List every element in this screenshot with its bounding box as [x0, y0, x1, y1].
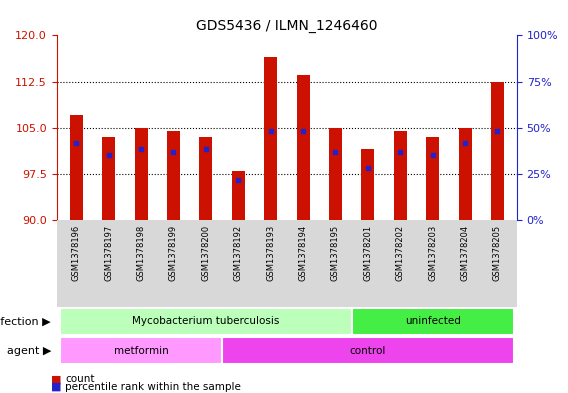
Text: Mycobacterium tuberculosis: Mycobacterium tuberculosis — [132, 316, 279, 326]
Bar — [491, 82, 504, 220]
Text: agent ▶: agent ▶ — [7, 346, 51, 356]
Text: ■: ■ — [51, 382, 61, 392]
Text: GSM1378203: GSM1378203 — [428, 224, 437, 281]
Text: GSM1378200: GSM1378200 — [201, 224, 210, 281]
Text: count: count — [65, 374, 95, 384]
Text: GSM1378194: GSM1378194 — [299, 224, 307, 281]
Text: GSM1378198: GSM1378198 — [136, 224, 145, 281]
Text: uninfected: uninfected — [405, 316, 461, 326]
Title: GDS5436 / ILMN_1246460: GDS5436 / ILMN_1246460 — [196, 19, 378, 33]
Bar — [167, 131, 180, 220]
Text: GSM1378202: GSM1378202 — [396, 224, 405, 281]
Text: GSM1378197: GSM1378197 — [104, 224, 113, 281]
Text: GSM1378204: GSM1378204 — [461, 224, 470, 281]
Text: GSM1378193: GSM1378193 — [266, 224, 275, 281]
Text: metformin: metformin — [114, 346, 169, 356]
Text: GSM1378195: GSM1378195 — [331, 224, 340, 281]
Bar — [296, 75, 310, 220]
Bar — [264, 57, 277, 220]
Text: percentile rank within the sample: percentile rank within the sample — [65, 382, 241, 392]
Bar — [361, 149, 374, 220]
Text: infection ▶: infection ▶ — [0, 316, 51, 326]
Bar — [70, 116, 83, 220]
Text: GSM1378196: GSM1378196 — [72, 224, 81, 281]
Bar — [102, 137, 115, 220]
Bar — [222, 338, 513, 364]
Bar — [60, 338, 222, 364]
Text: GSM1378201: GSM1378201 — [364, 224, 373, 281]
Text: GSM1378205: GSM1378205 — [493, 224, 502, 281]
Bar — [232, 171, 245, 220]
Bar — [394, 131, 407, 220]
Bar — [352, 308, 513, 334]
Bar — [199, 137, 212, 220]
Bar — [426, 137, 439, 220]
Bar — [60, 308, 352, 334]
Bar — [329, 128, 342, 220]
Bar — [458, 128, 471, 220]
Bar — [135, 128, 148, 220]
Text: control: control — [350, 346, 386, 356]
Text: GSM1378192: GSM1378192 — [234, 224, 243, 281]
Text: GSM1378199: GSM1378199 — [169, 224, 178, 281]
Text: ■: ■ — [51, 374, 61, 384]
